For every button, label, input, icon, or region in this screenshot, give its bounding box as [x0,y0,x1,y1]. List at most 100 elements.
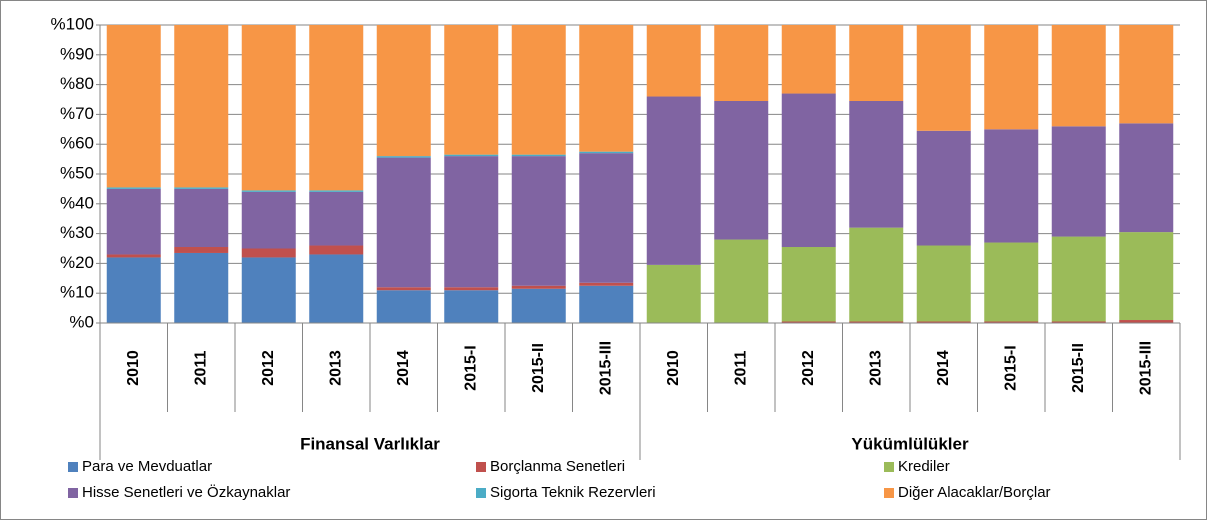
bar-segment [309,254,364,323]
bar-segment [984,129,1039,243]
bar-segment [241,190,296,192]
legend-swatch [476,462,486,472]
bar-segment [781,25,836,94]
y-tick-label: %30 [60,223,94,242]
y-tick-label: %100 [51,14,94,33]
bar-segment [849,100,904,228]
bar-segment [579,151,634,154]
bar-segment [106,257,161,323]
bar-segment [309,190,364,192]
bar-segment [106,187,161,189]
bar-segment [511,285,566,289]
bar-segment [1051,126,1106,237]
bar-segment [376,290,431,323]
bar-segment [376,25,431,157]
y-tick-label: %20 [60,253,94,272]
legend-label: Diğer Alacaklar/Borçlar [898,484,1051,501]
bar-segment [309,245,364,255]
legend-swatch [476,488,486,498]
x-tick-label: 2014 [395,350,412,386]
bar-segment [241,257,296,323]
y-tick-label: %10 [60,283,94,302]
legend-label: Krediler [898,458,950,475]
legend-swatch [884,462,894,472]
legend-label: Borçlanma Senetleri [490,458,625,475]
bar-segment [174,247,229,253]
bar-segment [1119,123,1174,233]
bar-segment [511,156,566,286]
legend-swatch [68,488,78,498]
x-tick-label: 2015-I [462,345,479,390]
bar-segment [174,25,229,188]
x-tick-label: 2010 [125,350,142,386]
bar-segment [714,100,769,240]
bar-segment [849,25,904,101]
x-tick-label: 2010 [665,350,682,386]
bar-segment [376,156,431,158]
y-tick-label: %60 [60,134,94,153]
bar-segment [241,25,296,191]
y-tick-label: %70 [60,104,94,123]
bar-segment [444,25,499,155]
x-tick-label: 2015-III [597,341,614,395]
bar-segment [984,25,1039,130]
bar-segment [1119,320,1174,323]
bar-segment [781,93,836,248]
bar-segment [106,254,161,258]
bar-segment [579,285,634,323]
x-tick-label: 2012 [260,350,277,386]
x-tick-label: 2015-II [530,343,547,393]
x-tick-label: 2015-I [1002,345,1019,390]
bar-segment [376,287,431,291]
bar-segment [444,287,499,291]
bar-segment [511,154,566,157]
y-tick-label: %80 [60,74,94,93]
bar-segment [781,321,836,323]
legend-label: Hisse Senetleri ve Özkaynaklar [82,483,290,501]
bar-segment [106,188,161,255]
bar-segment [579,282,634,286]
y-tick-label: %90 [60,44,94,63]
legend-label: Sigorta Teknik Rezervleri [490,484,656,501]
group-label: Finansal Varlıklar [300,434,440,453]
bar-segment [444,154,499,157]
y-tick-label: %40 [60,193,94,212]
bar-segment [916,245,971,322]
y-tick-label: %50 [60,163,94,182]
bar-segment [174,252,229,323]
bar-segment [984,242,1039,322]
bar-segment [1051,236,1106,322]
x-tick-label: 2011 [192,351,209,386]
x-tick-label: 2014 [935,350,952,386]
group-label: Yükümlülükler [851,434,969,453]
bar-segment [1051,25,1106,127]
bar-segment [444,290,499,323]
x-tick-label: 2015-III [1137,341,1154,395]
x-tick-label: 2015-II [1070,343,1087,393]
bar-segment [916,321,971,323]
bar-segment [511,288,566,323]
x-tick-label: 2011 [732,351,749,386]
legend-swatch [884,488,894,498]
bar-segment [511,25,566,155]
bar-segment [241,248,296,258]
bar-segment [714,25,769,101]
bar-segment [1051,321,1106,323]
bar-segment [309,25,364,191]
bar-segment [916,25,971,131]
bar-segment [714,239,769,323]
bar-segment [916,130,971,246]
bar-segment [376,157,431,288]
bar-segment [174,188,229,248]
x-tick-label: 2012 [800,350,817,386]
bar-segment [849,321,904,323]
bar-segment [646,25,701,97]
x-tick-label: 2013 [867,350,884,386]
legend-label: Para ve Mevduatlar [82,458,212,475]
bar-segment [444,156,499,288]
y-tick-label: %0 [69,312,94,331]
bar-segment [579,153,634,283]
bar-segment [1119,25,1174,124]
bar-segment [646,264,701,323]
